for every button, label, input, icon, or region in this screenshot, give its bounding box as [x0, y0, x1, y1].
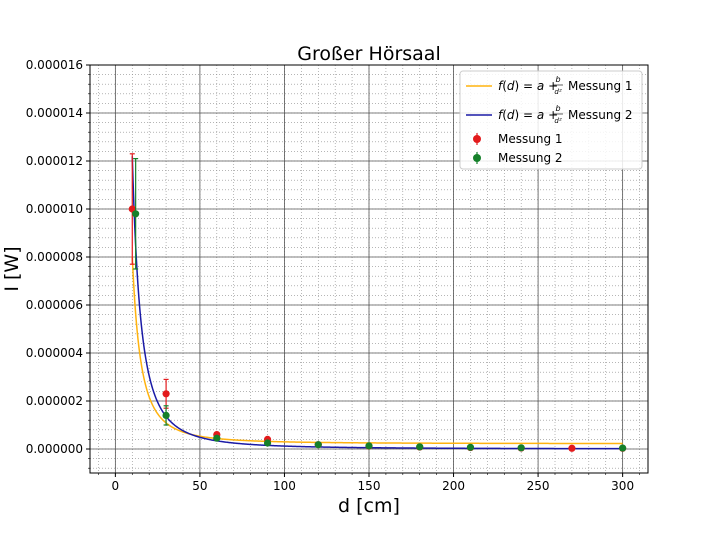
y-axis-label: I [W]: [1, 246, 23, 291]
plot-frame: [89, 64, 649, 474]
x-tick-label: 150: [358, 479, 381, 493]
legend-fit1-formula: f(d) = a +: [498, 79, 558, 93]
y-tick-label: 0.000010: [26, 202, 83, 216]
legend-fit2-formula: f(d) = a +: [498, 108, 558, 122]
legend-series2-label: Messung 2: [498, 151, 563, 165]
y-tick-label: 0.000002: [26, 394, 83, 408]
data-point-series-2: [132, 210, 140, 218]
legend-fit1-fraction-den: d²: [554, 88, 561, 96]
data-point-series-2: [314, 441, 322, 449]
legend-fit1-fraction-num: b: [555, 75, 560, 84]
x-tick-label: 200: [442, 479, 465, 493]
data-point-series-2: [213, 434, 221, 442]
legend: f(d) = a + b d² Messung 1 f(d) = a + b d…: [459, 70, 643, 170]
data-point-series-2: [365, 442, 373, 450]
legend-fit1-label: Messung 1: [568, 79, 633, 93]
y-tick-label: 0.000000: [26, 442, 83, 456]
legend-fit2-fraction-den: d²: [554, 117, 561, 125]
x-tick-label: 50: [192, 479, 207, 493]
legend-series1-marker: [473, 135, 481, 143]
data-point-series-2: [162, 411, 170, 419]
x-axis-label: d [cm]: [338, 495, 400, 517]
x-tick-label: 250: [527, 479, 550, 493]
legend-series1-label: Messung 1: [498, 132, 563, 146]
chart-title: Großer Hörsaal: [297, 43, 440, 65]
y-tick-label: 0.000004: [26, 346, 83, 360]
data-point-series-2: [517, 444, 525, 452]
x-tick-label: 0: [112, 479, 120, 493]
x-tick-label: 300: [611, 479, 634, 493]
data-point-series-2: [466, 443, 475, 451]
y-tick-label: 0.000016: [26, 58, 83, 72]
fit-curves: [131, 156, 623, 450]
data-point-series-1: [162, 390, 170, 398]
y-tick-label: 0.000006: [26, 298, 83, 312]
legend-box: [459, 70, 643, 170]
data-point-series-1: [568, 444, 576, 452]
legend-fit2-label: Messung 2: [568, 108, 633, 122]
fit-curve-2: [131, 156, 623, 450]
data-point-series-2: [619, 444, 627, 452]
plot-area: 0 50 100 150 200 250 300 0.000000 0.000002 0.0000…: [26, 58, 649, 493]
y-tick-label: 0.000014: [26, 106, 83, 120]
data-point-series-2: [416, 443, 424, 451]
data-point-series-2: [263, 439, 272, 447]
fit-curve-1: [131, 256, 623, 445]
y-tick-label: 0.000008: [26, 250, 83, 264]
legend-series2-marker: [473, 154, 481, 162]
legend-fit2-fraction-num: b: [555, 104, 560, 113]
major-grid: 0 50 100 150 200 250 300 0.000000 0.000002 0.0000…: [26, 58, 648, 493]
x-tick-label: 100: [273, 479, 296, 493]
y-tick-label: 0.000012: [26, 154, 83, 168]
data-points: [128, 153, 627, 452]
